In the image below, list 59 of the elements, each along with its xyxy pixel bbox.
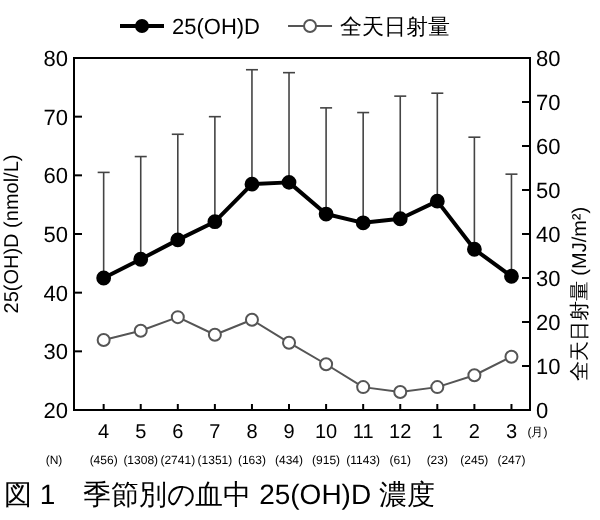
text: 図 1 季節別の血中 25(OH)D 濃度 [4, 478, 435, 510]
point [282, 335, 297, 350]
legend: 25(OH)D [120, 16, 261, 40]
y-tick-label: 80 [43, 48, 68, 72]
point [318, 206, 334, 222]
point [96, 333, 111, 348]
legend-label: 25(OH)D [172, 16, 261, 40]
x-tick-label: 10 [314, 422, 339, 444]
point [504, 268, 519, 284]
y2-tick-label: 20 [536, 312, 561, 336]
y2-tick-label: 10 [536, 356, 561, 380]
point [170, 310, 185, 325]
y2-tick-label: 80 [536, 48, 561, 72]
point [467, 368, 482, 383]
y2-axis-title: 全天日射量 (MJ/m²) [568, 206, 592, 382]
point [430, 380, 445, 395]
point [319, 357, 334, 372]
x-tick-label: 1 [431, 422, 444, 444]
legend-label: 全天日射量 [340, 14, 451, 40]
y-axis-title: 25(OH)D (nmol/L) [2, 154, 24, 314]
point [393, 384, 408, 399]
point [466, 241, 482, 257]
y2-tick-label: 30 [536, 268, 561, 292]
point [96, 270, 112, 286]
x-tick-label: 11 [352, 422, 375, 444]
x-tick-label: 6 [172, 422, 185, 444]
y-tick-label: 50 [43, 224, 68, 248]
x-tick-label: 4 [98, 422, 111, 444]
y2-tick-label: 70 [536, 92, 561, 116]
point [170, 232, 186, 248]
legend: 全天日射量 [287, 16, 451, 40]
y-tick-label: 60 [43, 165, 68, 190]
point [207, 327, 222, 342]
x-tick-label: 5 [135, 422, 148, 444]
x-tick-label: 7 [209, 422, 222, 444]
x-tick-label: 8 [246, 422, 259, 444]
x-tick-label: 3 [505, 422, 518, 444]
y2-tick-label: 0 [536, 400, 549, 424]
point [392, 211, 408, 227]
point [207, 214, 223, 230]
point [281, 174, 297, 190]
y-tick-label: 70 [43, 106, 68, 131]
x-tick-label: 12 [389, 422, 413, 444]
y-tick-label: 40 [43, 282, 68, 307]
point [244, 312, 259, 327]
y-tick-label: 30 [43, 341, 68, 366]
point [355, 215, 371, 231]
y-tick-label: 20 [43, 400, 68, 424]
point [356, 380, 371, 395]
point [504, 349, 519, 364]
y2-tick-label: 60 [536, 136, 561, 160]
x-tick-label: 9 [283, 422, 296, 444]
x-tick-label: 2 [468, 422, 481, 444]
y2-tick-label: 40 [536, 224, 561, 248]
point [244, 176, 260, 192]
point [133, 323, 148, 338]
point [429, 193, 445, 209]
point [133, 251, 149, 267]
y2-tick-label: 50 [536, 180, 561, 204]
